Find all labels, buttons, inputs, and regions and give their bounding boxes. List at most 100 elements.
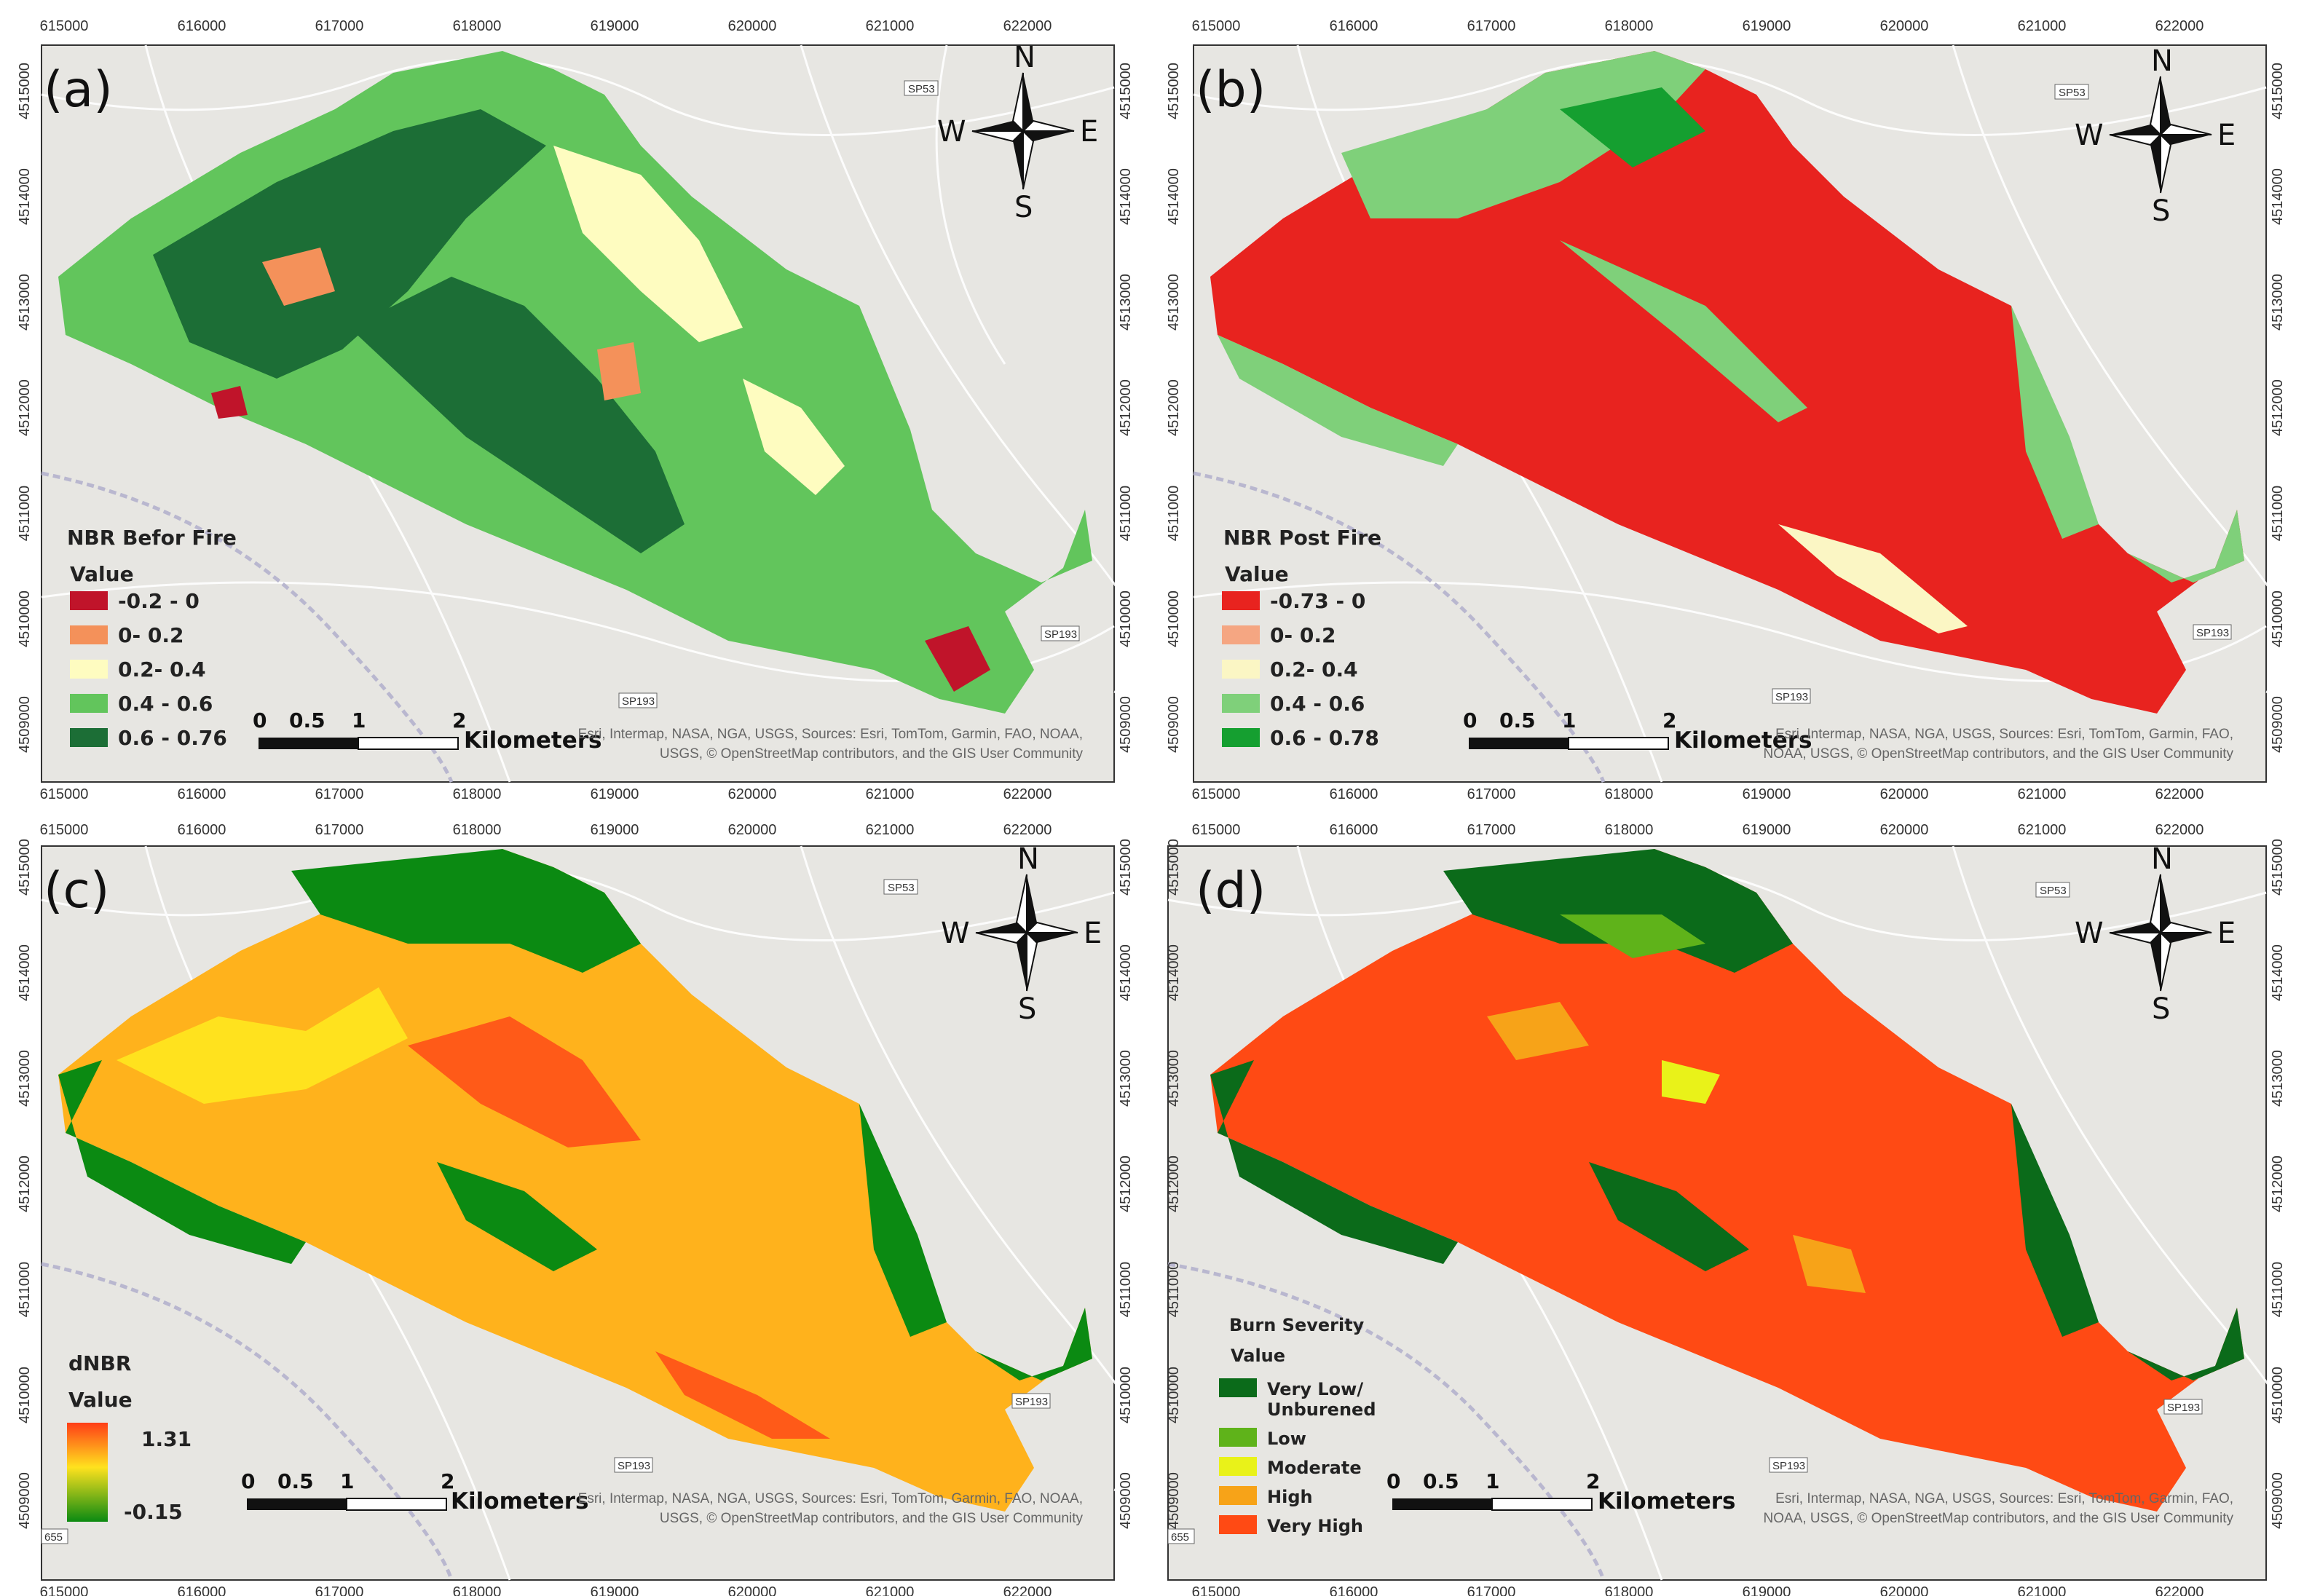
- svg-text:1: 1: [352, 708, 366, 732]
- x-tick-label: 615000: [40, 18, 89, 34]
- x-tick-label: 618000: [1605, 1584, 1654, 1596]
- y-ticks-right: 4509000 4510000 4511000 4512000 4513000 45140…: [1118, 839, 1134, 1529]
- x-tick-label: 617000: [1467, 18, 1516, 34]
- y-tick-label: 4515000: [1118, 839, 1134, 896]
- svg-text:SP53: SP53: [888, 882, 915, 894]
- x-tick-label: 621000: [2018, 18, 2067, 34]
- road-label-sp53: SP53: [904, 80, 939, 96]
- map-panel-d: 615000 616000 617000 618000 619000 620000 6210…: [1152, 798, 2304, 1596]
- legend-item-label: 0.6 - 0.76: [118, 726, 227, 750]
- x-tick-label: 622000: [2155, 1584, 2204, 1596]
- y-tick-label: 4513000: [1118, 1050, 1134, 1107]
- legend-item-label: -0.73 - 0: [1270, 589, 1365, 613]
- svg-text:655: 655: [1171, 1531, 1189, 1544]
- legend-item-label: 0.6 - 0.78: [1270, 726, 1379, 750]
- svg-text:2: 2: [441, 1469, 454, 1493]
- legend-item-label: 0.2- 0.4: [118, 657, 206, 682]
- legend-swatch: [1219, 1486, 1257, 1505]
- legend-title: dNBR: [68, 1351, 131, 1375]
- x-tick-label: 618000: [453, 786, 502, 802]
- y-tick-label: 4510000: [17, 590, 33, 647]
- compass-n-label: N: [1014, 41, 1035, 74]
- y-tick-label: 4509000: [1118, 1472, 1134, 1529]
- svg-text:0: 0: [241, 1469, 255, 1493]
- y-tick-label: 4512000: [2270, 1155, 2286, 1212]
- svg-text:0.5: 0.5: [1423, 1469, 1459, 1493]
- legend-swatch: [1219, 1515, 1257, 1534]
- svg-text:SP193: SP193: [618, 1460, 650, 1472]
- x-tick-label: 615000: [1192, 822, 1241, 838]
- y-tick-label: 4512000: [1166, 1155, 1182, 1212]
- legend-subtitle: Value: [70, 562, 134, 586]
- x-tick-label: 621000: [866, 18, 915, 34]
- svg-text:SP53: SP53: [908, 83, 935, 95]
- legend-item-label: Unburened: [1267, 1399, 1376, 1420]
- svg-text:Kilometers: Kilometers: [1598, 1488, 1735, 1514]
- y-tick-label: 4509000: [2270, 696, 2286, 753]
- legend-item-label: Low: [1267, 1429, 1306, 1449]
- attribution-line1: Esri, Intermap, NASA, NGA, USGS, Sources…: [1775, 727, 2233, 742]
- svg-text:SP53: SP53: [2040, 885, 2067, 897]
- y-tick-label: 4514000: [17, 168, 33, 225]
- compass-w-label: W: [2075, 119, 2104, 152]
- x-tick-label: 616000: [178, 1584, 226, 1596]
- x-tick-label: 622000: [1003, 822, 1052, 838]
- y-tick-label: 4513000: [17, 274, 33, 331]
- svg-text:SP193: SP193: [622, 695, 655, 708]
- y-tick-label: 4509000: [1118, 696, 1134, 753]
- svg-text:SP193: SP193: [1772, 1460, 1805, 1472]
- legend-swatch: [70, 625, 108, 644]
- y-tick-label: 4511000: [1118, 1262, 1134, 1317]
- y-tick-label: 4515000: [1118, 63, 1134, 119]
- x-ticks-bottom: 615000 616000 617000 618000 619000 620000 6210…: [40, 786, 1052, 802]
- road-label-sp193-b: SP193: [1769, 1457, 1808, 1473]
- x-tick-label: 619000: [1743, 1584, 1791, 1596]
- svg-text:0: 0: [1386, 1469, 1400, 1493]
- x-tick-label: 617000: [315, 786, 364, 802]
- road-label-sp53: SP53: [2054, 84, 2089, 100]
- y-ticks-left: 4509000 4510000 4511000 4512000 4513000 45140…: [17, 63, 33, 753]
- y-tick-label: 4514000: [2270, 944, 2286, 1001]
- x-tick-label: 618000: [1605, 18, 1654, 34]
- y-tick-label: 4511000: [2270, 1262, 2286, 1317]
- legend-title: Burn Severity: [1229, 1315, 1365, 1335]
- legend-subtitle: Value: [1231, 1346, 1285, 1366]
- x-tick-label: 621000: [2018, 1584, 2067, 1596]
- compass-s-label: S: [2152, 992, 2170, 1026]
- x-tick-label: 616000: [1330, 786, 1378, 802]
- attribution-line2: USGS, © OpenStreetMap contributors, and …: [660, 1511, 1084, 1526]
- y-ticks-left: 4509000 4510000 4511000 4512000 4513000 45140…: [1166, 63, 1182, 753]
- map-panel-b: 615000 616000 617000 618000 619000 620000 6210…: [1152, 0, 2304, 802]
- y-tick-label: 4513000: [2270, 1050, 2286, 1107]
- x-tick-label: 620000: [1880, 786, 1929, 802]
- y-tick-label: 4514000: [2270, 168, 2286, 225]
- y-tick-label: 4510000: [17, 1367, 33, 1423]
- y-tick-label: 4511000: [1166, 1262, 1182, 1317]
- x-tick-label: 619000: [1743, 822, 1791, 838]
- compass-e-label: E: [1080, 115, 1098, 149]
- scale-bar: 0 0.5 1 2 Kilometers: [1463, 708, 1812, 754]
- map-d-svg: 615000 616000 617000 618000 619000 620000 6210…: [1166, 822, 2304, 1596]
- x-tick-label: 616000: [178, 18, 226, 34]
- y-tick-label: 4513000: [2270, 274, 2286, 331]
- x-tick-label: 621000: [2018, 786, 2067, 802]
- road-label-sp193: SP193: [2163, 1399, 2203, 1415]
- legend-item-label: High: [1267, 1487, 1313, 1507]
- compass-w-label: W: [941, 917, 970, 950]
- y-tick-label: 4512000: [1118, 1155, 1134, 1212]
- y-tick-label: 4509000: [17, 1472, 33, 1529]
- svg-text:1: 1: [1486, 1469, 1499, 1493]
- legend-swatch: [1222, 694, 1260, 713]
- y-tick-label: 4513000: [1166, 274, 1182, 331]
- legend-swatch: [1222, 591, 1260, 610]
- x-tick-label: 618000: [1605, 822, 1654, 838]
- compass-w-label: W: [937, 115, 966, 149]
- x-tick-label: 620000: [728, 786, 777, 802]
- x-tick-label: 620000: [1880, 18, 1929, 34]
- y-tick-label: 4509000: [1166, 696, 1182, 753]
- compass-n-label: N: [2151, 44, 2173, 78]
- y-tick-label: 4513000: [1118, 274, 1134, 331]
- x-tick-label: 615000: [1192, 786, 1241, 802]
- svg-text:655: 655: [44, 1531, 63, 1544]
- y-ticks-left: 4509000 4510000 4511000 4512000 4513000 45140…: [17, 839, 33, 1529]
